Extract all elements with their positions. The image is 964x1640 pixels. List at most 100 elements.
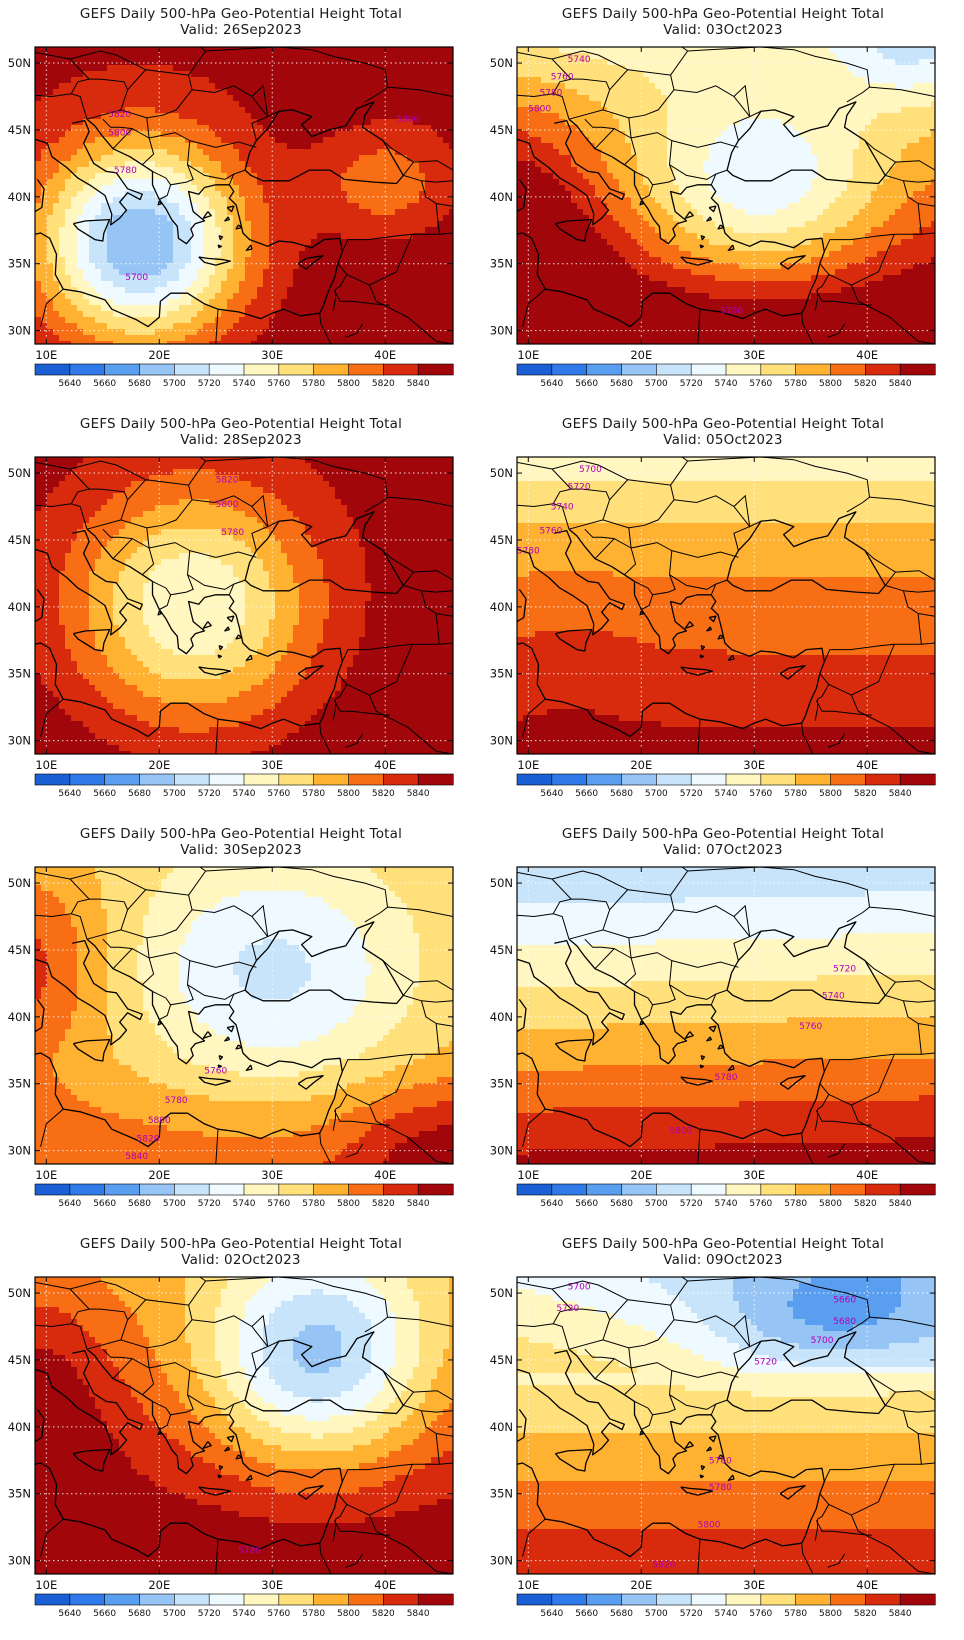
colorbar: 5640 5660 5680 5700 5720 5740 5760 5780 5800 5820… xyxy=(516,1183,936,1209)
panel-valid-date: Valid: 05Oct2023 xyxy=(482,432,964,448)
coastlines xyxy=(35,1331,453,1558)
y-tick-label: 30N xyxy=(8,324,31,338)
contour-label: 5700 xyxy=(568,1282,591,1292)
contour-label: 5780 xyxy=(539,88,562,98)
colorbar-label: 5700 xyxy=(163,1199,186,1209)
y-tick-label: 50N xyxy=(490,876,513,890)
map-frame xyxy=(34,1276,454,1575)
colorbar-label: 5640 xyxy=(58,379,81,389)
y-tick-label: 30N xyxy=(490,734,513,748)
x-tick-label: 30E xyxy=(743,758,765,772)
colorbar-label: 5700 xyxy=(645,789,668,799)
colorbar-swatch xyxy=(313,363,350,376)
colorbar-swatch xyxy=(690,773,727,786)
panel-valid-date: Valid: 07Oct2023 xyxy=(482,842,964,858)
colorbar-swatch xyxy=(899,1593,936,1606)
map-panel: 5700 5720 5660 5680 5700 5720 5760 5780 5800 5820… xyxy=(482,1230,964,1640)
contour-label: 5840 xyxy=(125,1152,148,1162)
colorbar-swatch xyxy=(383,363,419,376)
colorbar-swatch xyxy=(417,363,454,376)
country-borders xyxy=(35,1277,453,1574)
y-tick-label: 30N xyxy=(8,734,31,748)
colorbar-swatch xyxy=(278,1593,315,1606)
colorbar-label: 5660 xyxy=(575,1609,598,1619)
colorbar-label: 5760 xyxy=(749,789,772,799)
panel-title: GEFS Daily 500-hPa Geo-Potential Height … xyxy=(482,1236,964,1252)
colorbar-label: 5820 xyxy=(372,789,395,799)
colorbar-swatch xyxy=(760,1183,797,1196)
x-tick-label: 10E xyxy=(517,758,539,772)
colorbar-label: 5820 xyxy=(372,1199,395,1209)
contour-label: 5720 xyxy=(833,965,856,975)
panel-title: GEFS Daily 500-hPa Geo-Potential Height … xyxy=(0,416,482,432)
colorbar-label: 5660 xyxy=(575,1199,598,1209)
y-tick-label: 35N xyxy=(490,257,513,271)
contour-label: 5700 xyxy=(125,273,148,283)
x-tick-label: 10E xyxy=(517,1168,539,1182)
y-tick-label: 50N xyxy=(490,1286,513,1300)
colorbar-swatch xyxy=(313,773,350,786)
colorbar-swatch xyxy=(830,773,866,786)
y-tick-label: 35N xyxy=(490,667,513,681)
x-tick-label: 40E xyxy=(374,348,396,362)
colorbar-label: 5820 xyxy=(372,1609,395,1619)
colorbar-label: 5820 xyxy=(854,1199,877,1209)
contour-label: 5780 xyxy=(715,1073,738,1083)
y-tick-label: 50N xyxy=(8,466,31,480)
y-tick-label: 50N xyxy=(8,1286,31,1300)
colorbar-swatch xyxy=(725,363,762,376)
colorbar-swatch xyxy=(69,363,106,376)
map-frame xyxy=(516,1276,936,1575)
colorbar-swatch xyxy=(760,773,797,786)
colorbar-swatch xyxy=(656,363,692,376)
colorbar-label: 5740 xyxy=(233,1199,256,1209)
panel-valid-date: Valid: 03Oct2023 xyxy=(482,22,964,38)
colorbar-swatch xyxy=(417,1593,454,1606)
colorbar-swatch xyxy=(551,1593,588,1606)
colorbar-label: 5740 xyxy=(715,789,738,799)
colorbar-label: 5640 xyxy=(58,1609,81,1619)
x-tick-label: 20E xyxy=(148,1578,170,1592)
height-field-map: 5740 5760 5780 5800 5780 10E 20E 30E 40E 30N 35N 40… xyxy=(490,46,936,389)
colorbar-swatch xyxy=(865,1183,901,1196)
map-panel: 5780 10E 20E 30E 40E 30N 35N 40N 45N 50N 5640 5660 5… xyxy=(0,1230,482,1640)
coastlines xyxy=(517,921,935,1148)
colorbar-label: 5720 xyxy=(680,1609,703,1619)
country-borders xyxy=(517,867,935,1164)
colorbar: 5640 5660 5680 5700 5720 5740 5760 5780 5800 5820… xyxy=(516,1593,936,1619)
y-tick-label: 40N xyxy=(8,1010,31,1024)
coastlines xyxy=(35,511,453,738)
map-panel: 5800 5820 5800 5780 5700 10E 20E 30E 40E 30N 35N 40… xyxy=(0,0,482,410)
colorbar-swatch xyxy=(174,773,210,786)
colorbar-swatch xyxy=(139,773,175,786)
colorbar-swatch xyxy=(348,363,384,376)
colorbar-label: 5760 xyxy=(749,379,772,389)
contour-label: 5780 xyxy=(709,1483,732,1493)
map-frame xyxy=(516,866,936,1165)
colorbar-swatch xyxy=(865,363,901,376)
y-tick-label: 50N xyxy=(490,56,513,70)
graticule xyxy=(517,867,935,1164)
contour-label: 5660 xyxy=(833,1296,856,1306)
colorbar-swatch xyxy=(383,1183,419,1196)
colorbar-swatch xyxy=(208,363,245,376)
colorbar-label: 5800 xyxy=(819,789,842,799)
contour-label: 5780 xyxy=(221,528,244,538)
x-tick-label: 10E xyxy=(35,758,57,772)
x-tick-label: 30E xyxy=(261,758,283,772)
contour-label: 5700 xyxy=(579,465,602,475)
contour-label: 5800 xyxy=(108,129,131,139)
colorbar-swatch xyxy=(174,363,210,376)
colorbar-label: 5740 xyxy=(715,1609,738,1619)
colorbar-label: 5740 xyxy=(233,1609,256,1619)
colorbar-swatch xyxy=(725,1593,762,1606)
contour-label: 5740 xyxy=(568,55,591,65)
height-field-map: 5800 5820 5800 5780 5700 10E 20E 30E 40E 30N 35N 40… xyxy=(8,46,454,389)
colorbar-swatch xyxy=(174,1593,210,1606)
colorbar-label: 5660 xyxy=(93,379,116,389)
panel-title: GEFS Daily 500-hPa Geo-Potential Height … xyxy=(0,1236,482,1252)
colorbar-swatch xyxy=(313,1593,350,1606)
colorbar-label: 5820 xyxy=(854,789,877,799)
